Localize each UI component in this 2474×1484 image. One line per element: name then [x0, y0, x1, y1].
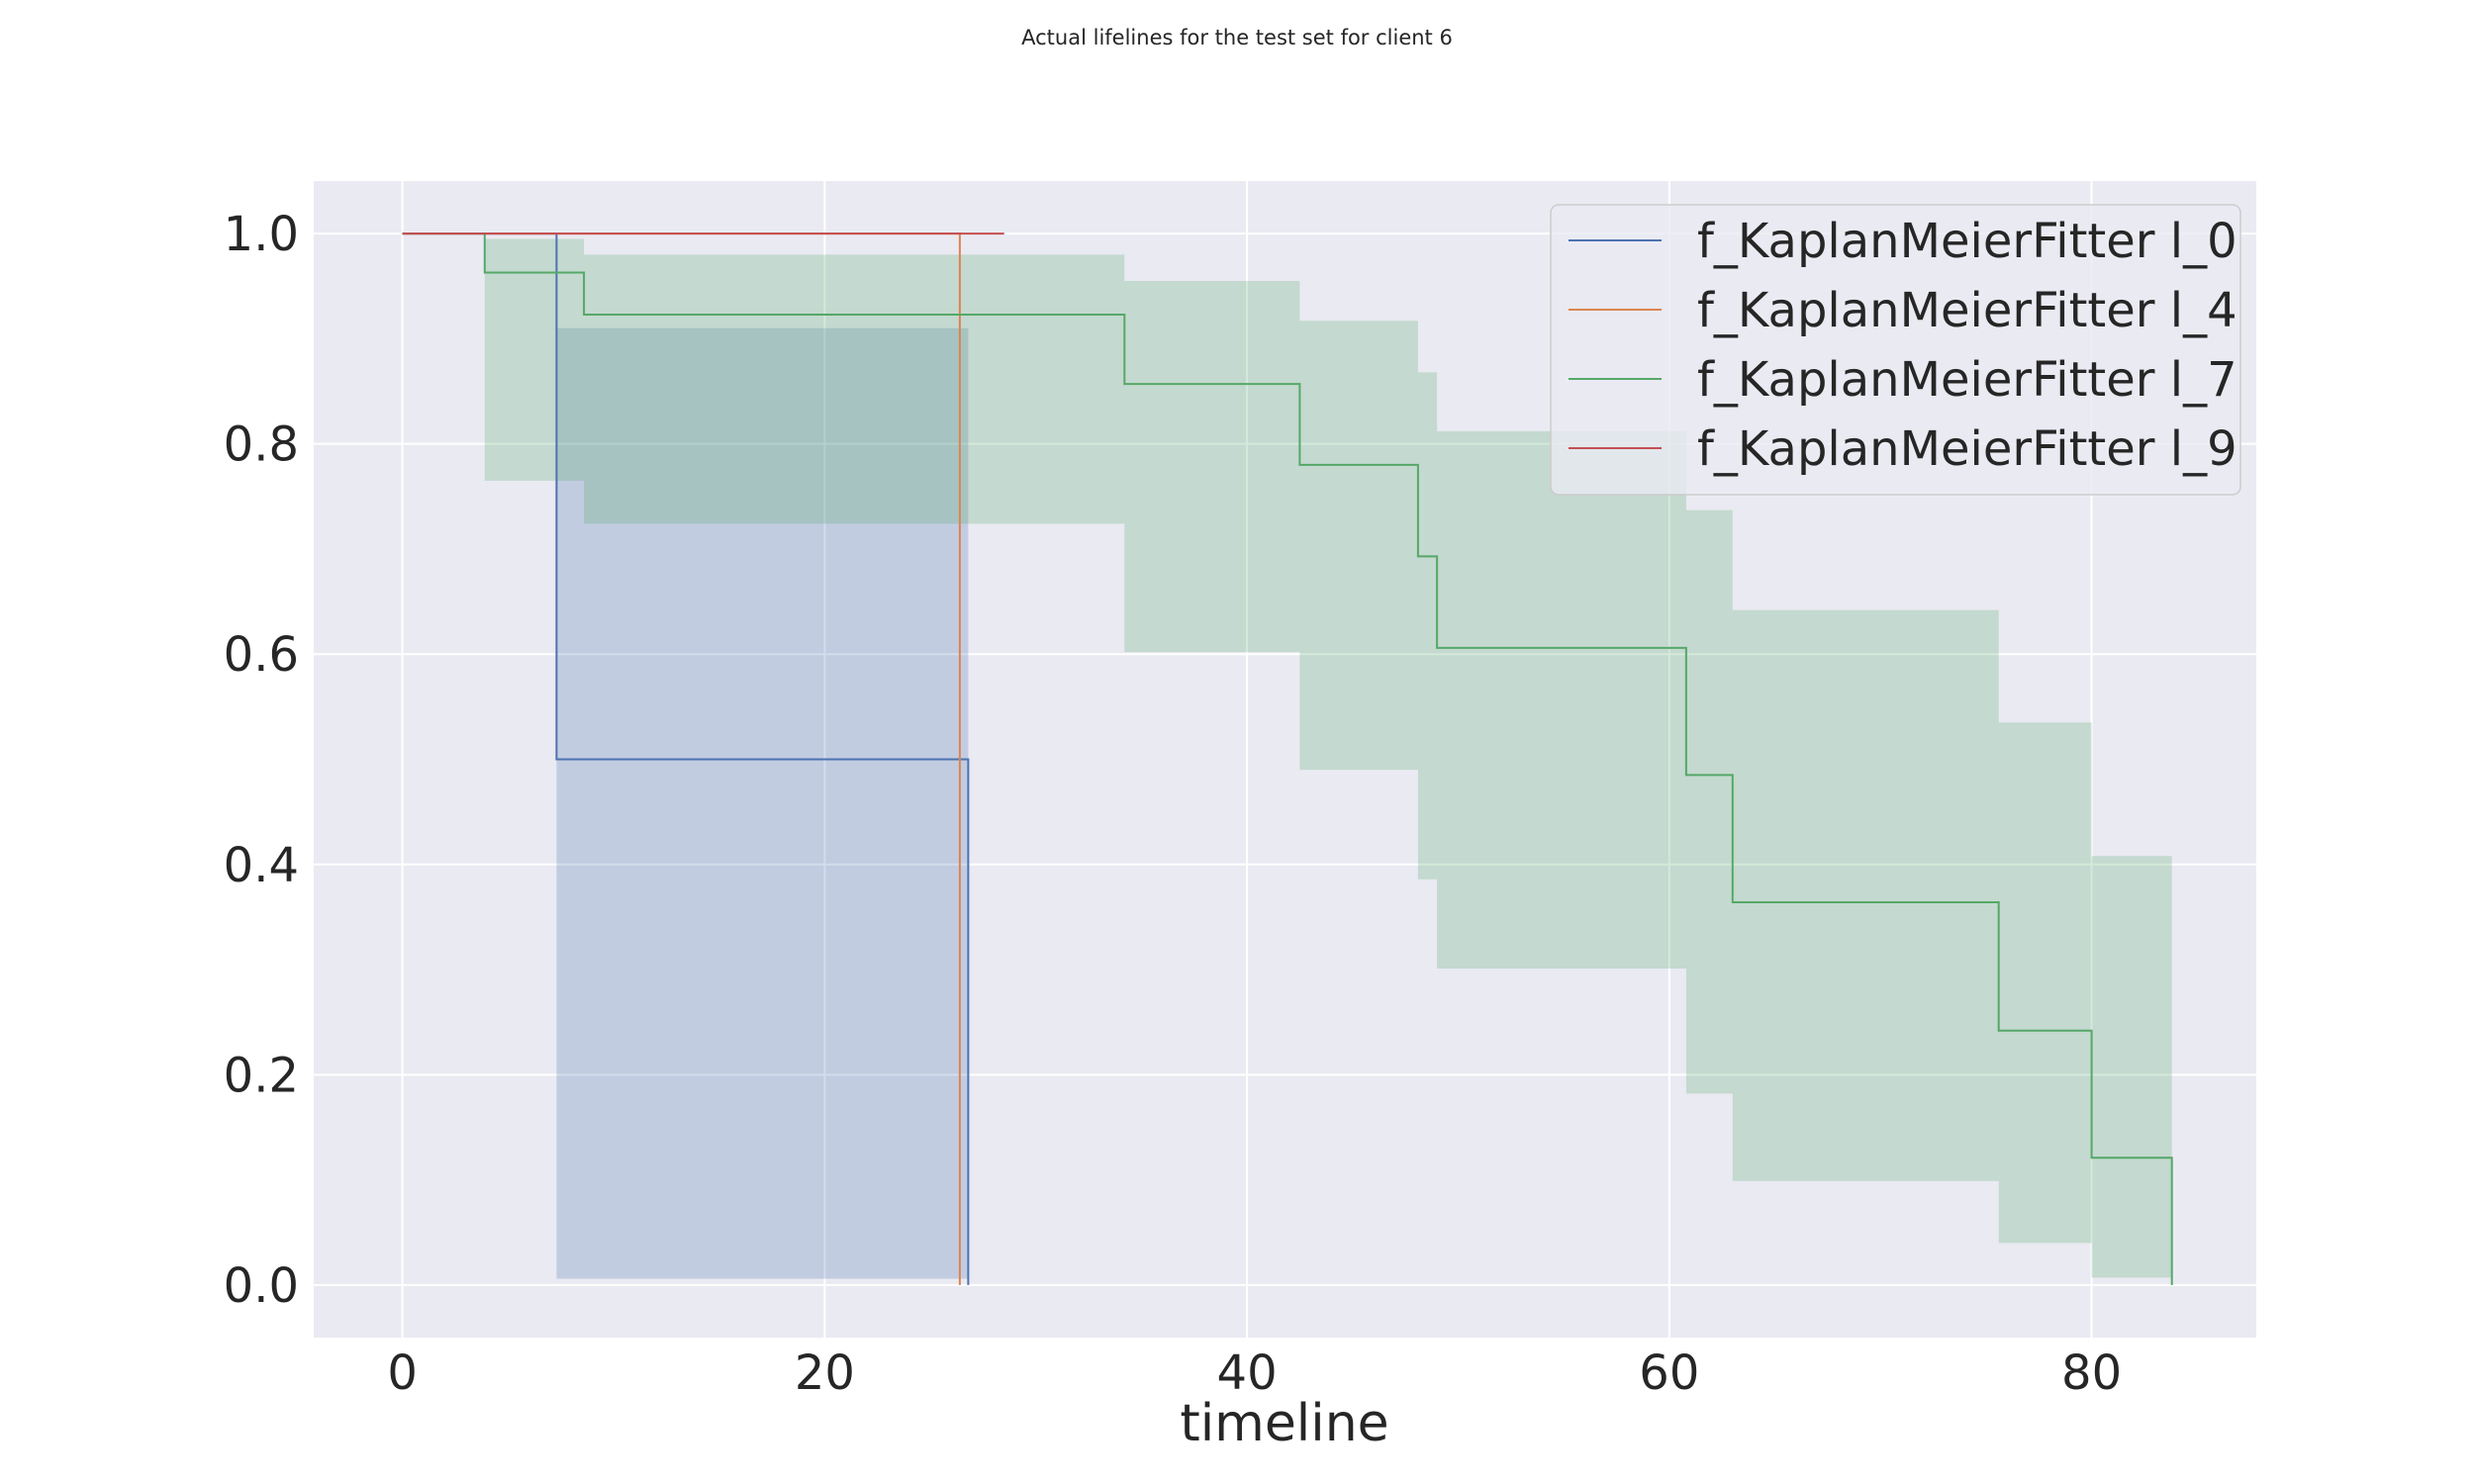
x-tick-label: 20	[795, 1345, 855, 1401]
x-tick-label: 40	[1217, 1345, 1278, 1401]
confidence-band	[402, 233, 2172, 1278]
y-tick-label: 1.0	[224, 207, 299, 262]
y-tick-label: 0.0	[224, 1258, 299, 1314]
legend-label: f_KaplanMeierFitter l_7	[1697, 352, 2237, 408]
legend-box	[1550, 204, 2241, 496]
x-tick-label: 60	[1639, 1345, 1699, 1401]
legend-label: f_KaplanMeierFitter l_9	[1697, 421, 2237, 477]
x-tick-label: 80	[2061, 1345, 2122, 1401]
legend-label: f_KaplanMeierFitter l_4	[1697, 283, 2237, 338]
x-ticks: 0 20 40 60 80	[387, 1345, 2122, 1401]
x-axis-label: timeline	[1180, 1394, 1388, 1453]
confidence-band	[402, 233, 969, 1279]
legend-label: f_KaplanMeierFitter l_0	[1697, 214, 2237, 269]
y-tick-label: 0.8	[224, 417, 299, 473]
legend: f_KaplanMeierFitter l_0 f_KaplanMeierFitt…	[1550, 204, 2241, 496]
y-ticks: 0.0 0.2 0.4 0.6 0.8 1.0	[224, 207, 299, 1314]
chart-title: Actual lifelines for the test set for cl…	[1021, 26, 1453, 49]
y-tick-label: 0.4	[224, 838, 299, 893]
x-tick-label: 0	[387, 1345, 418, 1401]
survival-lines	[402, 232, 2173, 1285]
series-line	[402, 232, 2173, 1285]
confidence-bands	[402, 233, 2172, 1279]
y-tick-label: 0.6	[224, 627, 299, 683]
y-tick-label: 0.2	[224, 1048, 299, 1103]
